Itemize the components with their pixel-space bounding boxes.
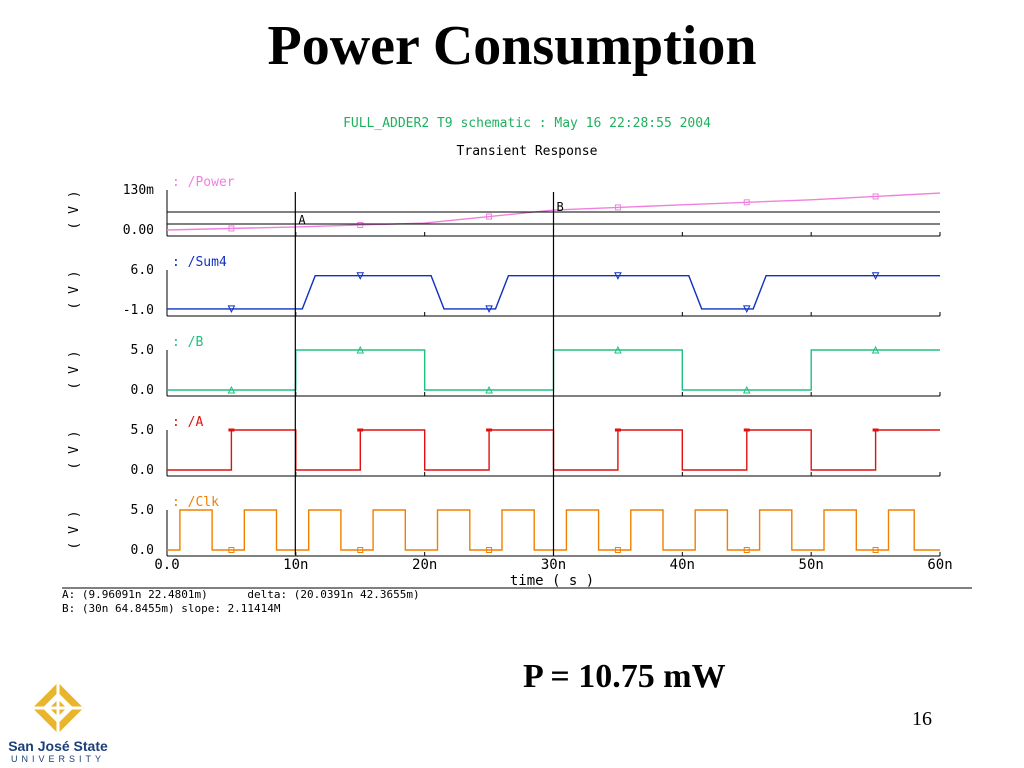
- panel-3: 5.0 0.0 ( V ) : /B: [67, 335, 941, 398]
- y-tick-label: 5.0: [131, 423, 154, 438]
- series-legend-label: : /B: [172, 335, 203, 350]
- slide-title: Power Consumption: [267, 15, 757, 77]
- cursor-readout-b: B: (30n 64.8455m) slope: 2.11414M: [62, 602, 281, 615]
- cursor-label-b: B: [557, 200, 564, 214]
- series-marker: [871, 272, 880, 280]
- x-tick-label: 60n: [927, 557, 952, 573]
- y-tick-label: 0.0: [131, 383, 154, 398]
- series-marker: [227, 305, 236, 313]
- series-marker: [227, 385, 236, 394]
- logo-text-university: UNIVERSITY: [10, 754, 105, 764]
- y-tick-label: 6.0: [131, 263, 154, 278]
- series-marker: [614, 345, 622, 354]
- power-result: P = 10.75 mW: [523, 658, 726, 695]
- y-tick-label: 130m: [123, 183, 154, 198]
- y-axis-label: ( V ): [67, 430, 82, 469]
- series-line-5: [167, 509, 940, 551]
- series-marker: [228, 547, 235, 553]
- series-marker: [614, 547, 621, 553]
- page-number: 16: [912, 708, 932, 730]
- x-tick-label: 0.0: [154, 557, 179, 573]
- series-marker: [356, 272, 365, 280]
- series-marker: [614, 204, 621, 211]
- series-marker: [614, 272, 622, 280]
- y-tick-label: -1.0: [123, 303, 154, 318]
- series-marker: [228, 225, 235, 232]
- series-legend-label: : /Sum4: [172, 255, 227, 270]
- series-marker: [486, 213, 493, 220]
- panel-4: 5.0 0.0 ( V ) : /A: [67, 415, 941, 478]
- series-marker: [872, 193, 879, 200]
- series-marker: [743, 547, 750, 553]
- y-tick-label: 0.0: [131, 543, 154, 558]
- chart-title: FULL_ADDER2 T9 schematic : May 16 22:28:…: [343, 116, 711, 131]
- x-tick-label: 40n: [670, 557, 695, 573]
- transient-response-chart: FULL_ADDER2 T9 schematic : May 16 22:28:…: [62, 116, 972, 615]
- series-marker: [356, 345, 365, 354]
- cursor-label-a: A: [298, 213, 306, 227]
- y-axis-label: ( V ): [67, 350, 82, 389]
- series-legend-label: : /Clk: [172, 495, 219, 510]
- x-tick-label: 10n: [283, 557, 308, 573]
- y-axis-label: ( V ): [67, 190, 82, 229]
- sjsu-logo: San José State UNIVERSITY: [8, 682, 108, 766]
- x-tick-label: 30n: [541, 557, 566, 573]
- y-axis-label: ( V ): [67, 270, 82, 309]
- y-tick-label: 5.0: [131, 343, 154, 358]
- series-marker: [742, 385, 751, 394]
- y-tick-label: 0.00: [123, 223, 154, 238]
- x-tick-label: 20n: [412, 557, 437, 573]
- series-marker: [357, 547, 364, 553]
- y-axis-label: ( V ): [67, 510, 82, 549]
- x-axis-label: time ( s ): [510, 573, 594, 589]
- series-marker: [871, 345, 880, 354]
- series-marker: [485, 305, 493, 313]
- logo-text-name: San José State: [8, 738, 108, 754]
- series-marker: [743, 199, 750, 206]
- y-tick-label: 5.0: [131, 503, 154, 518]
- series-marker: [872, 547, 879, 553]
- series-line-2: [167, 275, 940, 310]
- series-marker: [357, 222, 364, 228]
- y-tick-label: 0.0: [131, 463, 154, 478]
- cursor-readout-a: A: (9.96091n 22.4801m) delta: (20.0391n …: [62, 588, 420, 601]
- x-tick-label: 50n: [799, 557, 824, 573]
- panel-1: 130m 0.00 ( V ) : /Power: [67, 175, 941, 238]
- sjsu-seal-icon: [32, 682, 84, 734]
- series-marker: [485, 385, 493, 394]
- series-marker: [742, 305, 751, 313]
- series-marker: [486, 547, 493, 553]
- series-legend-label: : /Power: [172, 175, 235, 190]
- panel-2: 6.0 -1.0 ( V ) : /Sum4: [67, 255, 941, 318]
- panel-5: 5.0 0.0 ( V ) : /Clk: [67, 495, 941, 558]
- chart-subtitle: Transient Response: [457, 144, 598, 159]
- series-legend-label: : /A: [172, 415, 203, 430]
